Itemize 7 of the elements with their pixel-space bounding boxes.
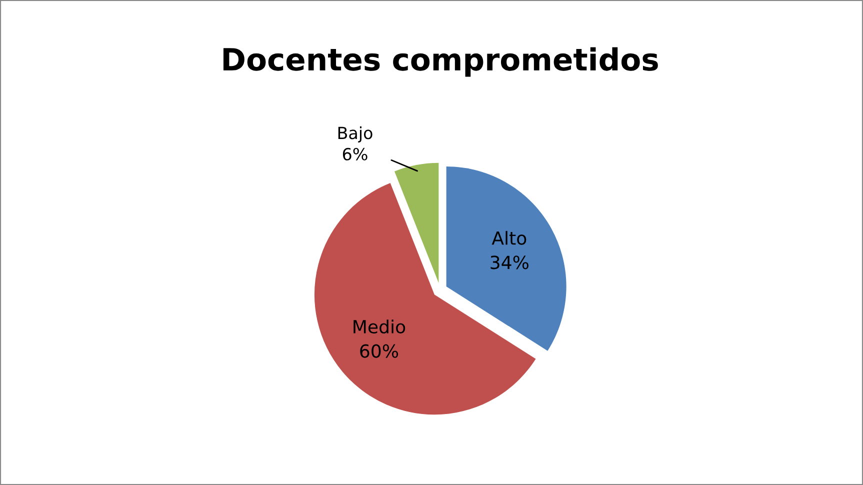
slice-label: Alto (492, 230, 526, 245)
chart-title: Docentes comprometidos (223, 47, 658, 77)
data-label: 60% (360, 344, 398, 358)
slice-label: Medio (354, 320, 406, 334)
slice-label: Bajo (338, 126, 372, 142)
data-label: 34% (490, 256, 528, 270)
data-label: 6% (342, 148, 368, 160)
